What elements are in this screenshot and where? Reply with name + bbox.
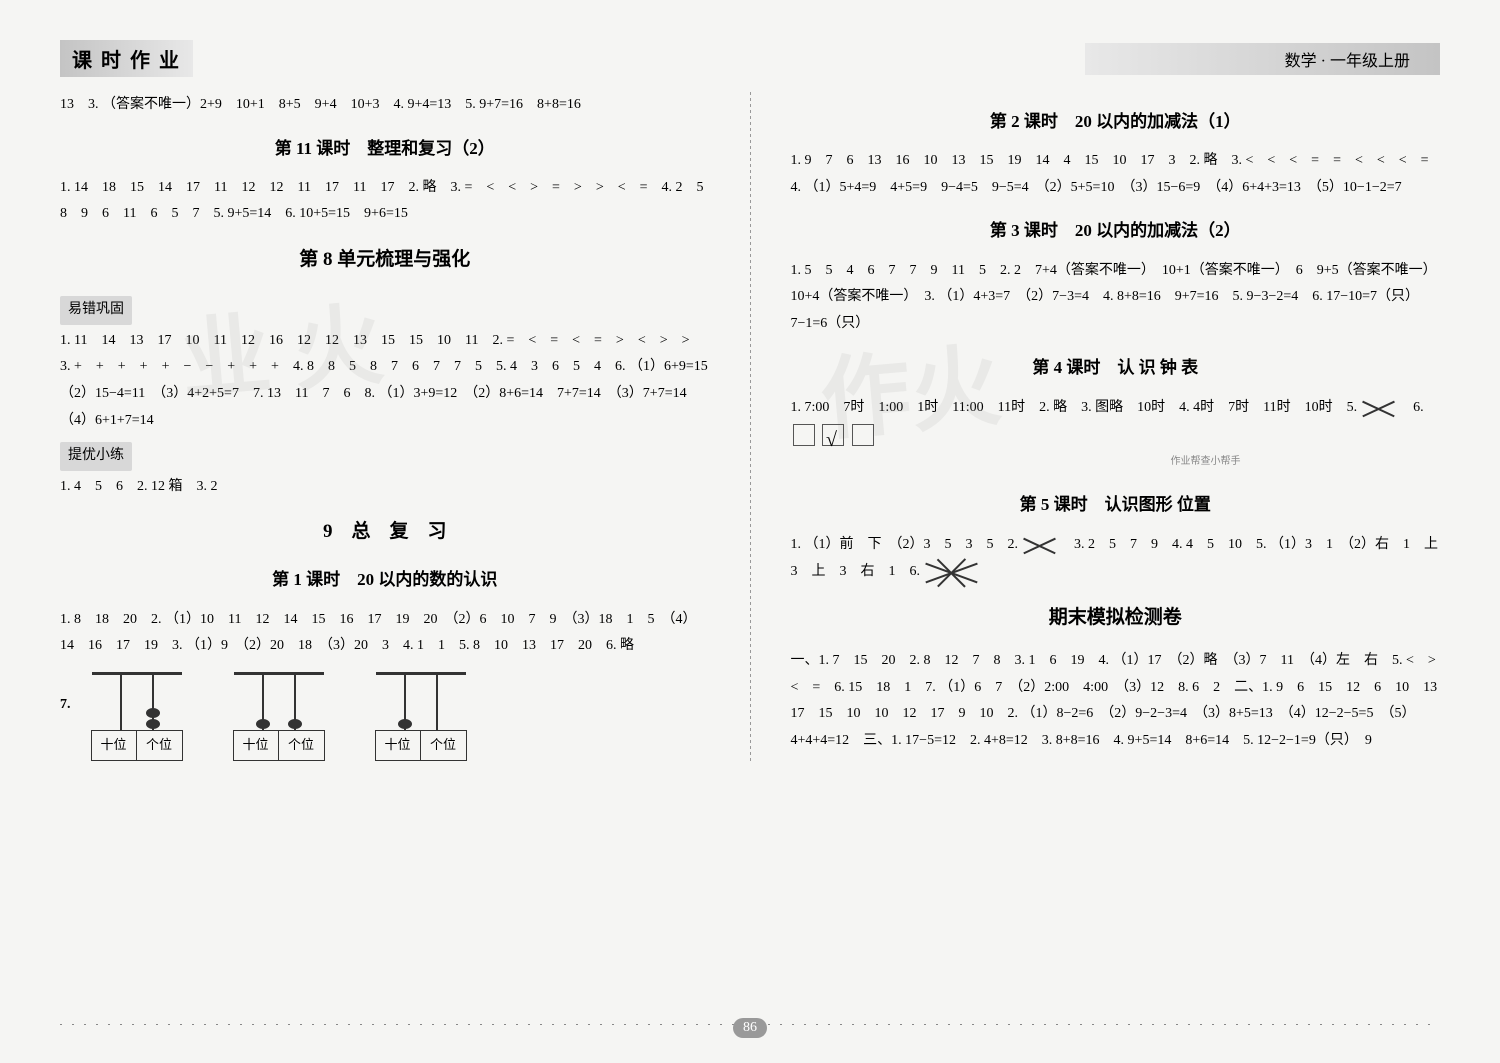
unit-8-title: 第 8 单元梳理与强化 xyxy=(60,242,710,278)
section-5-body: 1. （1）前 下 （2）3 5 3 5 2. 3. 2 5 7 9 4. 4 … xyxy=(791,531,1441,586)
sec4-b: 6. xyxy=(1399,400,1424,415)
abacus-row: 十位 个位 十位 个位 xyxy=(91,672,467,761)
cross-icon xyxy=(1361,394,1396,422)
tens-label: 十位 xyxy=(234,731,279,760)
page-header: 课 时 作 业 数学 · 一年级上册 xyxy=(60,40,1440,77)
cross-icon xyxy=(1022,531,1057,559)
section-3-title: 第 3 课时 20 以内的加减法（2） xyxy=(791,215,1441,247)
section-2-title: 第 2 课时 20 以内的加减法（1） xyxy=(791,106,1441,138)
abacus-3: 十位 个位 xyxy=(375,672,467,761)
sec4-a: 1. 7:00 7时 1:00 1时 11:00 11时 2. 略 3. 图略 … xyxy=(791,400,1361,415)
section-1-title: 第 1 课时 20 以内的数的认识 xyxy=(60,564,710,596)
abacus-2: 十位 个位 xyxy=(233,672,325,761)
right-column: 第 2 课时 20 以内的加减法（1） 1. 9 7 6 13 16 10 13… xyxy=(791,92,1441,761)
section-3-body: 1. 5 5 4 6 7 7 9 11 5 2. 2 7+4（答案不唯一） 10… xyxy=(791,258,1441,338)
multi-cross-icon xyxy=(924,560,979,585)
sec5-a: 1. （1）前 下 （2）3 5 3 5 2. xyxy=(791,538,1022,553)
ones-label: 个位 xyxy=(279,731,324,760)
section-11-title: 第 11 课时 整理和复习（2） xyxy=(60,133,710,165)
watermark-note: 作业帮查小帮手 xyxy=(1171,456,1241,467)
section-2-body: 1. 9 7 6 13 16 10 13 15 19 14 4 15 10 17… xyxy=(791,148,1441,201)
abacus-1: 十位 个位 xyxy=(91,672,183,761)
content-columns: 13 3. （答案不唯一）2+9 10+1 8+5 9+4 10+3 4. 9+… xyxy=(60,92,1440,761)
checked-box-icon xyxy=(822,424,844,446)
ones-label: 个位 xyxy=(421,731,466,760)
column-divider xyxy=(750,92,751,761)
subject-label: 数学 · 一年级上册 xyxy=(1085,43,1440,75)
book-title: 课 时 作 业 xyxy=(60,40,193,77)
section-1-body: 1. 8 18 20 2. （1）10 11 12 14 15 16 17 19… xyxy=(60,607,710,660)
exam-title: 期末模拟检测卷 xyxy=(791,600,1441,636)
section-5-title: 第 5 课时 认识图形 位置 xyxy=(791,489,1441,521)
error-body: 1. 11 14 13 17 10 11 12 16 12 12 13 15 1… xyxy=(60,328,710,434)
intro-text: 13 3. （答案不唯一）2+9 10+1 8+5 9+4 10+3 4. 9+… xyxy=(60,92,710,119)
section-4-body: 1. 7:00 7时 1:00 1时 11:00 11时 2. 略 3. 图略 … xyxy=(791,394,1441,475)
advance-label: 提优小练 xyxy=(60,442,132,471)
q7-label: 7. xyxy=(60,692,71,719)
ones-label: 个位 xyxy=(137,731,182,760)
advance-body: 1. 4 5 6 2. 12 箱 3. 2 xyxy=(60,474,710,501)
empty-box-icon xyxy=(852,424,874,446)
page-number: 86 xyxy=(733,1018,767,1038)
error-label: 易错巩固 xyxy=(60,296,132,325)
unit-9-title: 9 总 复 习 xyxy=(60,514,710,550)
section-4-title: 第 4 课时 认 识 钟 表 xyxy=(791,352,1441,384)
section-11-body: 1. 14 18 15 14 17 11 12 12 11 17 11 17 2… xyxy=(60,175,710,228)
tens-label: 十位 xyxy=(376,731,421,760)
exam-body: 一、1. 7 15 20 2. 8 12 7 8 3. 1 6 19 4. （1… xyxy=(791,648,1441,754)
left-column: 13 3. （答案不唯一）2+9 10+1 8+5 9+4 10+3 4. 9+… xyxy=(60,92,710,761)
empty-box-icon xyxy=(793,424,815,446)
tens-label: 十位 xyxy=(92,731,137,760)
